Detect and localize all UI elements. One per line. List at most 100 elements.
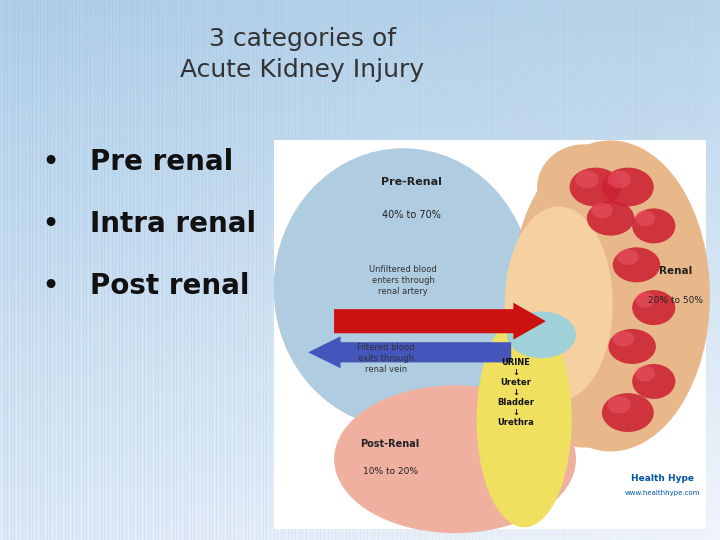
Bar <box>619 0 623 540</box>
Bar <box>0 219 720 221</box>
Bar <box>0 0 720 3</box>
Bar <box>464 0 468 540</box>
Bar <box>4 0 7 540</box>
Bar <box>7 0 11 540</box>
Bar <box>0 181 720 184</box>
Bar <box>349 0 353 540</box>
Bar <box>0 27 720 30</box>
Bar <box>0 70 720 73</box>
Bar <box>0 176 720 178</box>
Ellipse shape <box>507 312 576 358</box>
Bar <box>0 124 720 127</box>
Bar <box>0 76 720 78</box>
Bar <box>0 189 720 192</box>
Bar <box>0 302 720 305</box>
Bar <box>0 232 720 235</box>
Ellipse shape <box>334 386 576 533</box>
Bar <box>259 0 263 540</box>
Bar <box>0 537 720 540</box>
Bar <box>0 19 720 22</box>
Bar <box>569 0 572 540</box>
Bar <box>601 0 605 540</box>
Bar <box>0 389 720 392</box>
Bar <box>245 0 248 540</box>
Bar <box>0 246 720 248</box>
Bar <box>230 0 234 540</box>
Bar <box>0 205 720 208</box>
Bar <box>0 265 720 267</box>
Bar <box>0 173 720 176</box>
Bar <box>382 0 385 540</box>
Ellipse shape <box>511 140 710 451</box>
Bar <box>0 54 720 57</box>
Bar <box>270 0 274 540</box>
Bar <box>374 0 378 540</box>
Bar <box>583 0 587 540</box>
Bar <box>0 103 720 105</box>
Bar <box>0 14 720 16</box>
Bar <box>475 0 479 540</box>
Bar <box>0 146 720 148</box>
Bar <box>0 65 720 68</box>
Bar <box>680 0 684 540</box>
Bar <box>421 0 425 540</box>
Bar <box>0 57 720 59</box>
Bar <box>119 0 122 540</box>
Bar <box>0 111 720 113</box>
Ellipse shape <box>608 396 631 414</box>
Bar <box>0 200 720 202</box>
Bar <box>691 0 695 540</box>
Bar <box>0 319 720 321</box>
Ellipse shape <box>602 167 654 206</box>
Bar <box>0 370 720 373</box>
Bar <box>0 105 720 108</box>
Bar <box>0 464 720 467</box>
Bar <box>410 0 414 540</box>
Bar <box>0 451 720 454</box>
Bar <box>0 127 720 130</box>
Bar <box>504 0 508 540</box>
Bar <box>396 0 400 540</box>
Bar <box>0 108 720 111</box>
Bar <box>0 346 720 348</box>
Bar <box>378 0 382 540</box>
Bar <box>0 373 720 375</box>
Bar <box>180 0 184 540</box>
Bar <box>590 0 594 540</box>
Bar <box>0 162 720 165</box>
Bar <box>194 0 198 540</box>
Bar <box>248 0 252 540</box>
Bar <box>0 335 720 338</box>
Text: Post-Renal: Post-Renal <box>361 438 420 449</box>
Bar <box>446 0 450 540</box>
Bar <box>0 186 720 189</box>
Bar <box>367 0 371 540</box>
Bar <box>0 405 720 408</box>
Ellipse shape <box>632 364 675 399</box>
Bar <box>0 240 720 243</box>
Bar <box>0 224 720 227</box>
Bar <box>25 0 29 540</box>
Bar <box>0 508 720 510</box>
Bar <box>0 521 720 524</box>
Bar <box>306 0 310 540</box>
Bar <box>302 0 306 540</box>
Bar <box>0 359 720 362</box>
Bar <box>0 227 720 229</box>
Bar <box>0 394 720 397</box>
Bar <box>0 321 720 324</box>
Ellipse shape <box>632 290 675 325</box>
Bar <box>0 68 720 70</box>
Bar <box>655 0 659 540</box>
Bar <box>500 0 504 540</box>
Bar <box>648 0 652 540</box>
Bar <box>310 0 313 540</box>
Bar <box>371 0 374 540</box>
Bar <box>0 49 720 51</box>
Bar <box>0 354 720 356</box>
Bar <box>97 0 101 540</box>
Bar <box>0 73 720 76</box>
Text: Intra renal: Intra renal <box>90 210 256 238</box>
Ellipse shape <box>575 171 598 188</box>
Bar <box>0 467 720 470</box>
